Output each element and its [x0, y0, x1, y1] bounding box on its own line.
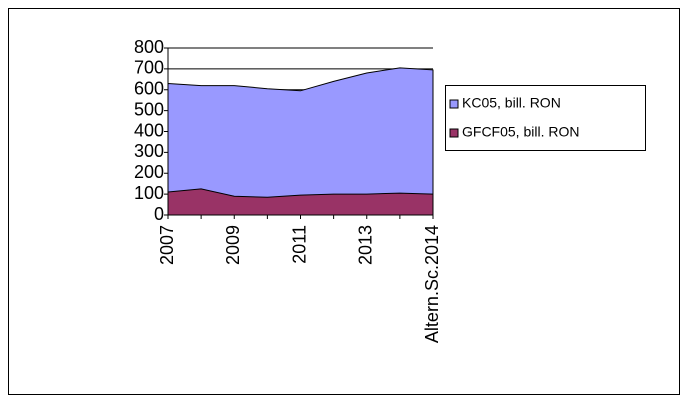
x-tick-label: 2013: [356, 225, 376, 265]
legend-box: [445, 85, 646, 151]
x-tick-label: 2009: [223, 225, 243, 265]
y-tick-label: 700: [134, 58, 164, 78]
x-tick-label: 2007: [157, 225, 177, 265]
y-tick-label: 200: [134, 162, 164, 182]
legend-swatch: [449, 128, 459, 138]
legend-swatch: [449, 99, 459, 109]
x-tick-label: 2011: [289, 225, 309, 264]
y-tick-label: 0: [154, 204, 164, 224]
y-tick-label: 500: [134, 99, 164, 119]
y-tick-label: 800: [134, 37, 164, 57]
y-tick-label: 400: [134, 120, 164, 140]
legend-label: GFCF05, bill. RON: [462, 124, 579, 140]
legend-label: KC05, bill. RON: [462, 95, 561, 111]
y-tick-label: 300: [134, 141, 164, 161]
x-tick-label: Altern.Sc.2014: [422, 225, 442, 343]
y-tick-label: 100: [134, 183, 164, 203]
y-tick-label: 600: [134, 79, 164, 99]
